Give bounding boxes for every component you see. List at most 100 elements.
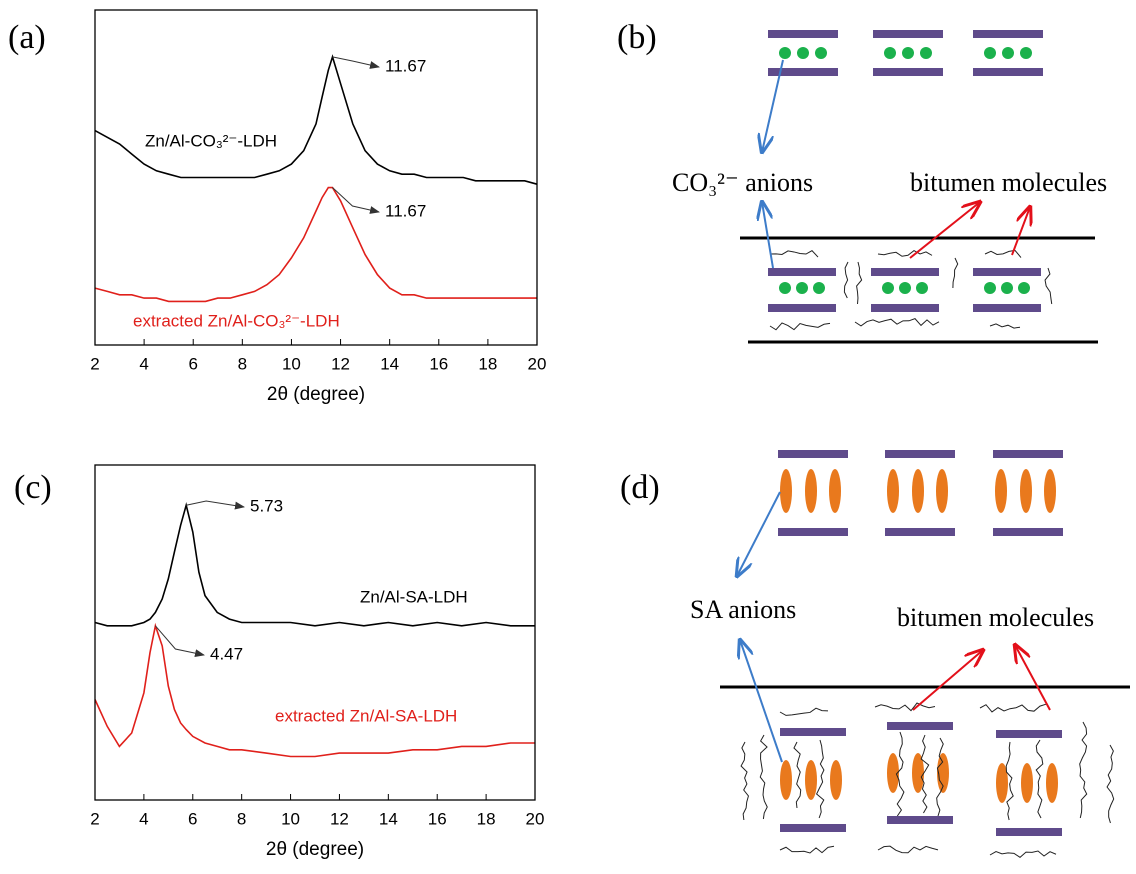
x-tick-label: 4 — [139, 809, 148, 828]
anion — [882, 282, 894, 294]
molecule-label: bitumen molecules — [910, 168, 1107, 197]
anion — [779, 282, 791, 294]
layer-sheet — [768, 304, 836, 312]
anion — [796, 282, 808, 294]
anion — [1002, 47, 1014, 59]
anion — [780, 469, 792, 513]
anion — [1018, 282, 1030, 294]
x-tick-label: 6 — [188, 809, 197, 828]
bitumen-molecule — [779, 707, 829, 716]
bitumen-molecule — [740, 741, 749, 821]
layer-sheet — [873, 68, 943, 76]
bitumen-molecule — [815, 739, 825, 819]
series-label: Zn/Al-CO₃²⁻-LDH — [145, 131, 277, 150]
anion — [936, 469, 948, 513]
panel-label: (a) — [8, 19, 46, 56]
arrow — [912, 650, 983, 711]
layer-sheet — [885, 450, 955, 458]
peak-label: 4.47 — [210, 644, 243, 663]
plot-frame — [94, 9, 538, 346]
bitumen-molecule — [989, 323, 1021, 329]
molecule-label: bitumen molecules — [897, 603, 1094, 632]
layer-sheet — [768, 68, 838, 76]
peak-label: 11.67 — [385, 201, 426, 220]
bitumen-molecule — [769, 322, 831, 331]
x-tick-label: 4 — [139, 354, 148, 373]
layer-sheet — [885, 528, 955, 536]
panel-label: (c) — [14, 469, 52, 506]
anion — [1001, 282, 1013, 294]
layer-sheet — [871, 304, 939, 312]
x-tick-label: 16 — [429, 354, 448, 373]
panel-label: (b) — [617, 19, 657, 56]
x-tick-label: 14 — [379, 809, 398, 828]
bitumen-molecule — [1079, 721, 1088, 819]
anion — [805, 469, 817, 513]
x-axis-label: 2θ (degree) — [267, 384, 365, 405]
xrd-curve — [94, 54, 538, 185]
x-tick-label: 8 — [238, 354, 247, 373]
anion — [1044, 469, 1056, 513]
x-tick-label: 20 — [526, 809, 545, 828]
x-tick-label: 20 — [528, 354, 547, 373]
anion — [984, 47, 996, 59]
anion — [830, 760, 842, 800]
anion — [1020, 47, 1032, 59]
bitumen-molecule — [895, 731, 905, 817]
anion — [1021, 763, 1033, 803]
layer-sheet — [768, 268, 836, 276]
x-tick-label: 2 — [90, 354, 99, 373]
x-tick-label: 6 — [188, 354, 197, 373]
peak-arrow — [186, 500, 245, 510]
layer-sheet — [780, 824, 846, 832]
layer-sheet — [993, 528, 1063, 536]
x-tick-label: 2 — [90, 809, 99, 828]
anion — [984, 282, 996, 294]
layer-sheet — [778, 528, 848, 536]
anion — [887, 753, 899, 793]
anion — [780, 760, 792, 800]
anion-label: CO₃²⁻ anions — [672, 168, 813, 197]
anion — [779, 47, 791, 59]
bitumen-molecule — [877, 845, 939, 854]
peak-arrow — [332, 187, 380, 214]
arrow — [740, 640, 783, 763]
anion — [902, 47, 914, 59]
layer-sheet — [973, 30, 1043, 38]
bitumen-molecule — [1106, 744, 1115, 824]
anion — [1020, 469, 1032, 513]
bitumen-molecule — [952, 257, 959, 289]
bitumen-molecule — [769, 249, 819, 258]
layer-sheet — [780, 728, 846, 736]
x-tick-label: 8 — [237, 809, 246, 828]
x-tick-label: 14 — [380, 354, 399, 373]
anion — [829, 469, 841, 513]
layer-sheet — [873, 30, 943, 38]
layer-sheet — [887, 722, 953, 730]
layer-sheet — [973, 304, 1041, 312]
anion — [912, 469, 924, 513]
peak-label: 5.73 — [250, 496, 283, 515]
anion — [916, 282, 928, 294]
arrow — [1011, 207, 1030, 256]
bitumen-molecule — [920, 734, 930, 814]
layer-sheet — [887, 816, 953, 824]
anion — [813, 282, 825, 294]
peak-arrow — [154, 625, 205, 658]
peak-arrow — [332, 56, 380, 69]
x-tick-label: 12 — [330, 809, 349, 828]
bitumen-molecule — [759, 734, 768, 820]
series-label: extracted Zn/Al-SA-LDH — [275, 706, 457, 725]
anion — [805, 760, 817, 800]
arrow — [762, 202, 774, 269]
anion — [995, 469, 1007, 513]
layer-sheet — [768, 30, 838, 38]
bitumen-molecule — [1005, 741, 1014, 821]
layer-sheet — [973, 268, 1041, 276]
arrow — [737, 491, 781, 576]
anion — [887, 469, 899, 513]
anion — [912, 753, 924, 793]
layer-sheet — [996, 828, 1062, 836]
